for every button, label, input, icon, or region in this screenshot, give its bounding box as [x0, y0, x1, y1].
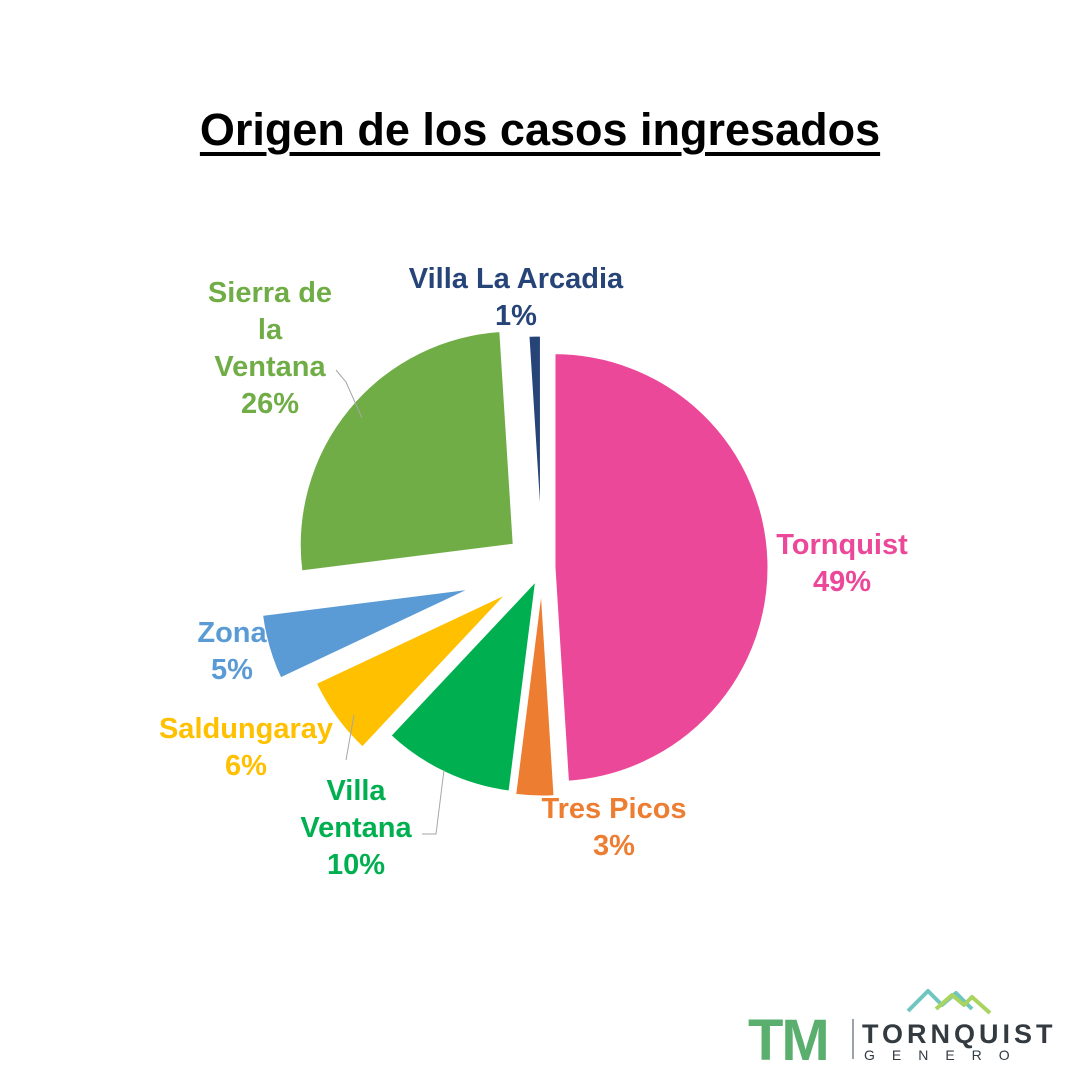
pie-slice-villa-ventana	[387, 574, 539, 794]
pie-slice-sierra-de-la-ventana	[297, 328, 516, 574]
mountains-icon	[906, 989, 992, 1015]
pie-slice-saldungaray	[313, 590, 511, 751]
leader-line-sierra-de-la-ventana	[335, 369, 363, 419]
logo-subtitle: GENERO	[864, 1047, 1027, 1063]
chart-title: Origen de los casos ingresados	[199, 104, 881, 155]
data-label-tres-picos: Tres Picos 3%	[541, 793, 686, 862]
data-label-saldungaray: Saldungaray 6%	[159, 713, 333, 782]
data-label-tornquist: Tornquist 49%	[776, 529, 908, 598]
leader-line-saldungaray	[345, 714, 355, 761]
logo-name: TORNQUIST	[862, 1019, 1057, 1049]
pie-slice-tres-picos	[512, 581, 557, 799]
pie-slice-zona	[259, 586, 476, 682]
leader-line-villa-ventana	[422, 769, 445, 835]
data-label-villa-ventana: Villa Ventana 10%	[300, 775, 412, 881]
logo-divider	[852, 1019, 854, 1059]
data-label-sierra-de-la-ventana: Sierra de la Ventana 26%	[208, 277, 332, 420]
logo-initials: TM	[748, 1008, 830, 1073]
tornquist-genero-logo: TM TORNQUIST GENERO	[746, 985, 1053, 1073]
data-label-villa-la-arcadia: Villa La Arcadia 1%	[409, 263, 624, 332]
pie-slice-tornquist	[552, 351, 771, 784]
pie-slice-villa-la-arcadia	[526, 333, 543, 551]
data-label-zona: Zona 5%	[197, 617, 267, 686]
